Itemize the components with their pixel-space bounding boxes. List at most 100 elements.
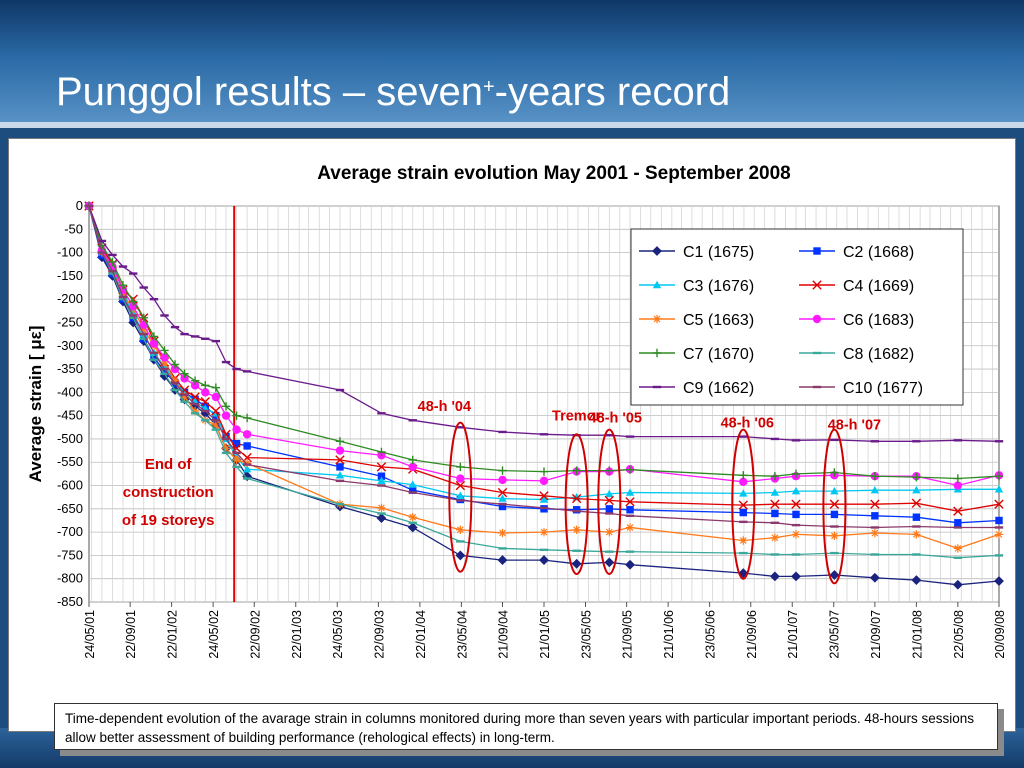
data-point xyxy=(539,495,549,503)
data-point xyxy=(232,439,241,448)
data-point xyxy=(408,455,417,465)
data-point xyxy=(870,553,880,556)
data-point xyxy=(912,440,921,443)
legend-marker xyxy=(652,246,662,256)
data-point xyxy=(455,550,466,561)
legend-label: C8 (1682) xyxy=(843,346,914,363)
data-point xyxy=(108,270,117,273)
data-point xyxy=(539,491,549,501)
x-tick-label: 23/05/06 xyxy=(704,610,718,659)
data-point xyxy=(408,480,417,488)
data-point xyxy=(770,521,780,524)
data-point xyxy=(243,442,251,450)
x-tick-label: 23/05/04 xyxy=(455,610,469,659)
data-point xyxy=(770,437,780,441)
data-point xyxy=(139,325,148,334)
data-point xyxy=(539,506,549,510)
data-point xyxy=(108,257,117,267)
data-point xyxy=(409,486,417,494)
data-point xyxy=(994,440,1004,443)
data-point xyxy=(739,536,748,545)
data-point xyxy=(108,272,117,275)
data-point xyxy=(221,444,231,453)
data-point xyxy=(626,506,634,514)
data-point xyxy=(201,419,210,422)
y-tick-label: -300 xyxy=(57,338,83,353)
chart-legend: C1 (1675) C2 (1668) C3 (1676) C4 (1669) C5 (… xyxy=(630,228,964,406)
x-tick-label: 22/01/04 xyxy=(414,610,428,659)
data-point xyxy=(190,335,200,338)
data-point xyxy=(792,510,800,519)
y-tick-label: -750 xyxy=(57,547,83,562)
legend-item: C4 (1669) xyxy=(799,278,914,295)
x-tick-label: 21/09/04 xyxy=(497,610,511,659)
legend-item: C6 (1683) xyxy=(799,312,914,329)
data-point xyxy=(830,531,839,541)
data-point xyxy=(829,570,840,580)
data-point xyxy=(232,455,241,465)
data-point xyxy=(408,491,417,494)
data-point xyxy=(190,406,200,416)
legend-marker xyxy=(652,314,662,324)
data-point xyxy=(377,412,386,415)
strain-line-chart: Average strain evolution May 2001 - Sept… xyxy=(26,163,1007,659)
data-point xyxy=(829,499,840,509)
legend-item: C5 (1663) xyxy=(639,312,754,329)
x-tick-label: 21/09/06 xyxy=(745,610,759,659)
data-point xyxy=(180,374,189,383)
data-point xyxy=(201,337,210,340)
data-point xyxy=(912,472,921,482)
data-point xyxy=(221,411,231,420)
data-point xyxy=(791,469,801,479)
data-point xyxy=(129,272,138,275)
data-point xyxy=(605,550,614,553)
data-point xyxy=(498,475,507,485)
data-point xyxy=(211,419,221,422)
data-point xyxy=(498,430,507,434)
data-point xyxy=(129,297,138,306)
data-point xyxy=(954,519,962,527)
data-point xyxy=(190,392,200,402)
data-point xyxy=(118,290,128,299)
data-point xyxy=(871,512,879,520)
legend-item: C8 (1682) xyxy=(799,346,914,363)
y-tick-label: -100 xyxy=(57,245,83,260)
data-point xyxy=(912,485,921,494)
data-point xyxy=(456,525,465,534)
data-point xyxy=(455,480,466,491)
data-point xyxy=(912,525,921,528)
data-point xyxy=(539,433,549,436)
data-point xyxy=(408,521,417,524)
data-point xyxy=(739,551,748,555)
data-point xyxy=(625,523,635,532)
data-point xyxy=(211,392,221,402)
data-point xyxy=(139,332,148,336)
data-point xyxy=(377,512,386,515)
legend-marker xyxy=(652,385,662,389)
data-point xyxy=(739,435,748,438)
data-point xyxy=(539,548,549,552)
data-point xyxy=(539,476,549,486)
data-point xyxy=(738,500,748,510)
data-point xyxy=(377,503,386,513)
series-7 xyxy=(84,201,1004,483)
data-point xyxy=(190,376,200,385)
data-point xyxy=(232,425,241,434)
data-point xyxy=(739,508,747,517)
x-tick-label: 20/09/08 xyxy=(993,610,1007,659)
data-point xyxy=(625,497,635,507)
data-point xyxy=(160,367,169,371)
legend-label: C4 (1669) xyxy=(843,278,914,295)
data-point xyxy=(190,381,200,390)
data-point xyxy=(497,555,508,565)
data-point xyxy=(456,474,465,483)
data-point xyxy=(604,557,615,568)
data-point xyxy=(335,502,345,506)
data-point xyxy=(335,437,345,446)
data-point xyxy=(242,430,252,439)
data-point xyxy=(791,523,801,527)
data-point xyxy=(870,440,880,443)
data-point xyxy=(407,522,418,533)
data-point xyxy=(335,479,345,483)
data-point xyxy=(150,353,158,362)
